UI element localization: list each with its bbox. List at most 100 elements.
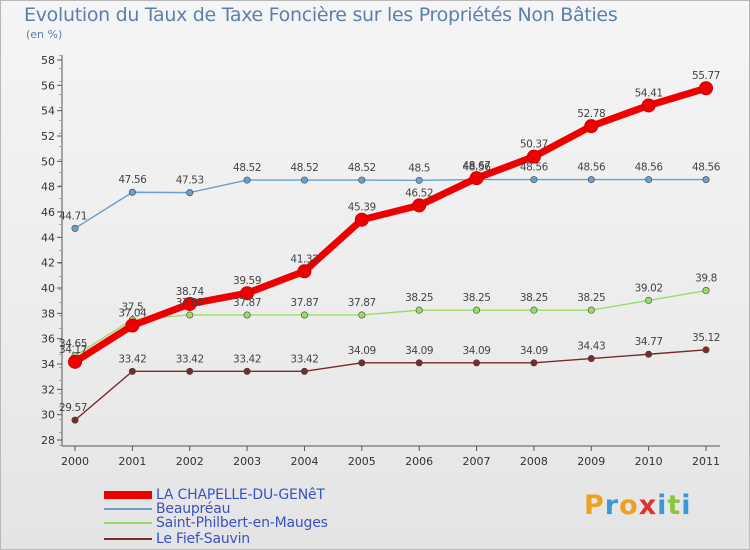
data-label: 37.87	[233, 297, 261, 309]
data-point	[587, 176, 595, 184]
data-label: 33.42	[176, 353, 204, 365]
y-tick-label: 52	[41, 130, 55, 143]
data-label: 33.42	[290, 353, 318, 365]
proxiti-logo: Proxiti	[584, 490, 692, 521]
data-point	[645, 296, 653, 304]
data-label: 33.42	[118, 353, 146, 365]
y-tick-label: 44	[41, 231, 55, 244]
data-label: 37.87	[290, 297, 318, 309]
data-label: 55.77	[692, 70, 720, 82]
logo-letter: x	[638, 490, 658, 521]
data-label: 48.5	[408, 162, 430, 174]
logo-letter: i	[657, 490, 668, 521]
data-point	[358, 359, 366, 367]
y-tick-label: 50	[41, 155, 55, 168]
chart-title: Evolution du Taux de Taxe Foncière sur l…	[24, 4, 618, 26]
data-label: 34.77	[635, 336, 663, 348]
data-label: 35.12	[692, 332, 720, 344]
data-point	[645, 350, 653, 358]
data-point	[300, 176, 308, 184]
data-point	[186, 311, 194, 319]
logo-letter: t	[667, 490, 682, 521]
data-label: 37.87	[348, 297, 376, 309]
data-label: 46.52	[405, 187, 433, 199]
legend-swatch	[104, 537, 152, 540]
data-label: 29.57	[59, 402, 87, 414]
data-point	[300, 367, 308, 375]
data-point	[530, 359, 538, 367]
data-point	[300, 311, 308, 319]
logo-letter: i	[681, 490, 692, 521]
x-tick-label: 2011	[692, 455, 720, 468]
data-point	[243, 367, 251, 375]
y-tick-label: 48	[41, 181, 55, 194]
y-tick-label: 34	[41, 358, 55, 371]
data-point	[584, 119, 599, 134]
logo-letter: o	[619, 490, 639, 521]
data-point	[128, 367, 136, 375]
y-tick-label: 38	[41, 307, 55, 320]
data-point	[71, 416, 79, 424]
y-tick-label: 30	[41, 409, 55, 422]
data-label: 38.25	[577, 292, 605, 304]
x-tick-label: 2010	[635, 455, 663, 468]
data-point	[587, 306, 595, 314]
data-point	[641, 98, 656, 113]
data-point	[358, 311, 366, 319]
data-label: 44.71	[59, 210, 87, 222]
y-tick-label: 56	[41, 79, 55, 92]
x-tick-label: 2008	[520, 455, 548, 468]
data-label: 41.32	[290, 253, 318, 265]
data-point	[530, 306, 538, 314]
data-point	[358, 176, 366, 184]
legend-label: Beaupréau	[156, 500, 231, 517]
data-label: 37.5	[121, 302, 143, 314]
data-label: 48.56	[635, 162, 664, 174]
data-point	[587, 355, 595, 363]
x-tick-label: 2004	[290, 455, 318, 468]
data-point	[530, 176, 538, 184]
data-label: 39.8	[695, 273, 717, 285]
data-point	[243, 176, 251, 184]
data-point	[415, 176, 423, 184]
data-label: 54.41	[635, 87, 663, 99]
data-point	[412, 198, 427, 213]
logo-letter: r	[604, 490, 620, 521]
y-tick-label: 32	[41, 383, 55, 396]
x-tick-label: 2005	[348, 455, 376, 468]
data-label: 38.74	[176, 286, 205, 298]
data-label: 45.39	[348, 202, 376, 214]
series-line	[74, 178, 707, 230]
data-label: 52.78	[577, 108, 605, 120]
legend-item-la-chapelle: LA CHAPELLE-DU-GENêT	[104, 486, 325, 503]
data-point	[71, 224, 79, 232]
data-label: 50.37	[520, 139, 548, 151]
legend-label: Saint-Philbert-en-Mauges	[156, 514, 328, 531]
series-line	[74, 289, 707, 357]
data-point	[473, 306, 481, 314]
y-tick-label: 40	[41, 282, 55, 295]
data-point	[240, 286, 255, 301]
x-tick-label: 2002	[176, 455, 204, 468]
y-tick-label: 58	[41, 54, 55, 67]
data-point	[702, 287, 710, 295]
data-label: 47.56	[118, 174, 147, 186]
data-label: 48.56	[692, 162, 721, 174]
y-tick-label: 46	[41, 206, 55, 219]
legend-label: LA CHAPELLE-DU-GENêT	[156, 486, 325, 503]
data-label: 37.87	[176, 297, 204, 309]
data-label: 48.56	[520, 162, 549, 174]
data-point	[699, 81, 713, 96]
legend-swatch	[104, 507, 152, 510]
x-tick-label: 2000	[61, 455, 89, 468]
data-point	[125, 318, 140, 333]
data-label: 48.67	[463, 160, 491, 172]
data-label: 48.52	[348, 162, 376, 174]
data-label: 34.09	[463, 345, 491, 357]
y-tick-label: 36	[41, 333, 55, 346]
data-point	[186, 189, 194, 197]
data-point	[645, 176, 653, 184]
data-point	[415, 359, 423, 367]
y-tick-label: 28	[41, 434, 55, 447]
